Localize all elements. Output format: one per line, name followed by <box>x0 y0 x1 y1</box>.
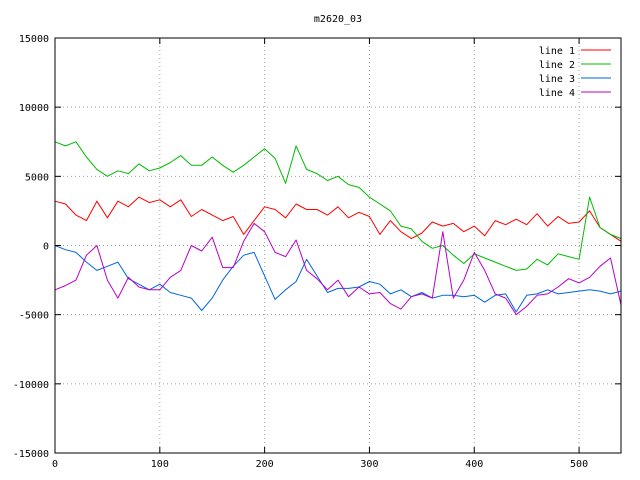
x-tick-label: 0 <box>52 459 58 470</box>
series-layer <box>54 141 622 316</box>
y-tick-label: 15000 <box>19 34 49 45</box>
x-tick-label: 500 <box>570 459 588 470</box>
axis-ticks: 0 100 200 300 400 500 -15000 -10000 -5000 0 5000 10… <box>13 34 621 470</box>
chart-title: m2620_03 <box>314 14 362 25</box>
y-tick-label: 5000 <box>25 172 49 183</box>
y-tick-label: -15000 <box>13 449 49 460</box>
series-line-2 <box>54 141 622 271</box>
x-tick-label: 100 <box>151 459 169 470</box>
legend-label: line 2 <box>539 60 575 71</box>
y-tick-label: 0 <box>43 242 49 253</box>
y-tick-label: 10000 <box>19 103 49 114</box>
legend-label: line 3 <box>539 74 575 85</box>
x-tick-label: 200 <box>256 459 274 470</box>
x-tick-label: 400 <box>465 459 483 470</box>
y-tick-label: -5000 <box>19 311 49 322</box>
series-line-3 <box>54 245 622 313</box>
legend-label: line 4 <box>539 88 575 99</box>
x-tick-label: 300 <box>360 459 378 470</box>
y-tick-label: -10000 <box>13 380 49 391</box>
legend-label: line 1 <box>539 46 575 57</box>
grid-lines <box>55 38 621 453</box>
series-line-1 <box>54 196 622 242</box>
legend: line 1 line 2 line 3 line 4 <box>539 46 611 99</box>
series-line-4 <box>54 222 622 316</box>
